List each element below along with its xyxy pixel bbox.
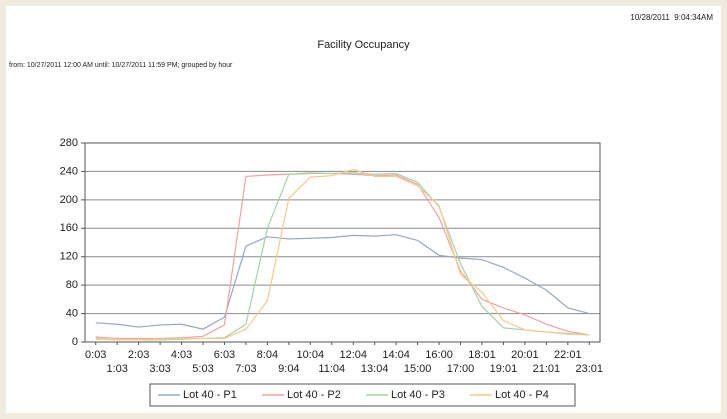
x-tick-label: 20:01 <box>511 349 539 361</box>
x-tick-label: 6:03 <box>214 349 235 361</box>
y-tick-label: 0 <box>72 336 78 348</box>
chart-title: Facility Occupancy <box>317 39 410 51</box>
y-tick-label: 80 <box>66 279 78 291</box>
x-tick-label: 9:04 <box>278 363 299 375</box>
x-tick-label: 4:03 <box>171 349 192 361</box>
x-tick-label: 13:04 <box>361 363 389 375</box>
x-tick-label: 11:04 <box>318 363 345 375</box>
legend-label: Lot 40 - P1 <box>183 389 237 401</box>
x-tick-label: 8:04 <box>257 349 278 361</box>
x-tick-label: 5:03 <box>192 363 213 375</box>
y-tick-label: 200 <box>60 194 78 206</box>
chart: 0 40 80 120 160 200 240 280 0:031:032:033:034:03… <box>60 137 604 407</box>
x-tick-label: 2:03 <box>128 349 149 361</box>
x-tick-label: 15:00 <box>404 363 432 375</box>
x-tick-label: 17:00 <box>447 363 475 375</box>
plot-frame <box>84 142 601 343</box>
legend-label: Lot 40 - P2 <box>287 389 341 401</box>
x-tick-label: 21:01 <box>533 363 561 375</box>
x-tick-label: 10:04 <box>297 349 325 361</box>
x-tick-label: 23:01 <box>576 363 604 375</box>
x-tick-label: 7:03 <box>235 363 256 375</box>
x-tick-label: 0:03 <box>85 349 106 361</box>
chart-subtitle: from: 10/27/2011 12:00 AM until: 10/27/2… <box>9 62 233 69</box>
y-tick-label: 240 <box>60 165 78 177</box>
timestamp: 10/28/2011 9:04:34AM <box>630 13 713 22</box>
x-tick-label: 18:01 <box>468 349 496 361</box>
y-tick-label: 120 <box>60 251 78 263</box>
series-line <box>95 234 590 330</box>
y-tick-label: 40 <box>66 307 78 319</box>
x-tick-label: 1:03 <box>106 363 127 375</box>
x-tick-label: 12:04 <box>339 349 367 361</box>
y-tick-label: 160 <box>60 222 78 234</box>
legend-box <box>149 383 576 407</box>
x-tick-label: 16:00 <box>425 349 453 361</box>
series-line <box>95 172 590 341</box>
series-line <box>95 168 590 341</box>
y-tick-label: 280 <box>60 137 78 149</box>
report: 10/28/2011 9:04:34AM Facility Occupancy … <box>6 6 721 413</box>
x-tick-label: 14:04 <box>382 349 410 361</box>
x-tick-label: 22:01 <box>554 349 582 361</box>
x-tick-label: 3:03 <box>149 363 170 375</box>
series-line <box>95 172 590 340</box>
legend-label: Lot 40 - P4 <box>495 389 549 401</box>
legend-label: Lot 40 - P3 <box>391 389 445 401</box>
x-tick-label: 19:01 <box>490 363 518 375</box>
